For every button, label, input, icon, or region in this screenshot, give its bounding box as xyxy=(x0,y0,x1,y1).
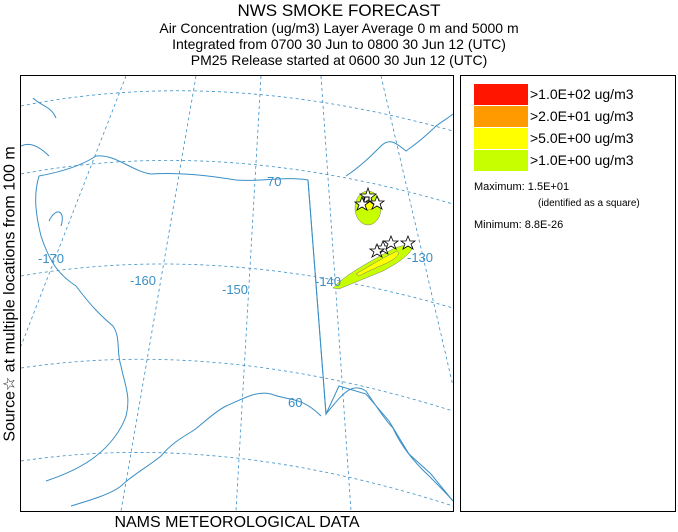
lat-label-70: 70 xyxy=(267,174,281,189)
lat-label-60: 60 xyxy=(288,395,302,410)
legend-swatch-orange xyxy=(474,106,528,127)
lat-line-55 xyxy=(21,452,453,507)
lon-label-170: -170 xyxy=(38,251,64,266)
side-label: Source☆ at multiple locations from 100 m xyxy=(0,75,20,512)
title-block: NWS SMOKE FORECAST Air Concentration (ug… xyxy=(0,0,678,68)
lon-label-150: -150 xyxy=(222,282,248,297)
legend-swatch-lime xyxy=(474,150,528,171)
lon-label-140: -140 xyxy=(315,274,341,289)
concentration-line: Air Concentration (ug/m3) Layer Average … xyxy=(159,20,519,36)
maximum-value: Maximum: 1.5E+01 xyxy=(474,181,570,193)
lon-line-140 xyxy=(320,76,352,511)
maximum-note: (identified as a square) xyxy=(538,198,640,209)
lon-label-160: -160 xyxy=(130,273,156,288)
release-line: PM25 Release started at 0600 30 Jun 12 (… xyxy=(190,52,488,68)
legend-item-5: >5.0E+00 ug/m3 xyxy=(474,128,664,149)
lon-line-160 xyxy=(120,76,197,511)
smoke-map: 70 60 -170 -160 -150 -140 -130 xyxy=(21,76,453,511)
integration-line: Integrated from 0700 30 Jun to 0800 30 J… xyxy=(172,36,506,52)
legend-swatch-yellow xyxy=(474,128,528,149)
minimum-value: Minimum: 8.8E-26 xyxy=(474,219,564,231)
legend-label: >1.0E+02 ug/m3 xyxy=(530,86,634,102)
lon-line-150 xyxy=(235,76,262,511)
footer-label: NAMS METEOROLOGICAL DATA xyxy=(114,514,360,531)
lon-line-130 xyxy=(380,76,453,387)
source-label: Source☆ at multiple locations from 100 m xyxy=(2,145,20,442)
alaska-coastline xyxy=(35,155,453,507)
legend-label: >1.0E+00 ug/m3 xyxy=(530,152,634,168)
legend-swatch-red xyxy=(474,84,528,105)
lat-line-75 xyxy=(21,90,453,132)
legend-label: >5.0E+00 ug/m3 xyxy=(530,130,634,146)
source-star xyxy=(358,186,378,206)
plume-south-inner xyxy=(355,250,399,277)
canada-border xyxy=(307,179,453,502)
lon-label-130: -130 xyxy=(407,250,433,265)
lat-line-60 xyxy=(21,358,453,412)
source-markers xyxy=(353,186,417,258)
legend-panel: >1.0E+02 ug/m3 >2.0E+01 ug/m3 >5.0E+00 u… xyxy=(460,75,676,512)
arctic-canada-coastline xyxy=(345,113,453,177)
legend-item-100: >1.0E+02 ug/m3 xyxy=(474,84,664,105)
map-panel: 70 60 -170 -160 -150 -140 -130 xyxy=(20,75,454,512)
legend-label: >2.0E+01 ug/m3 xyxy=(530,108,634,124)
legend-item-1: >1.0E+00 ug/m3 xyxy=(474,150,664,171)
forecast-title: NWS SMOKE FORECAST xyxy=(237,1,441,20)
lon-line-170 xyxy=(21,76,127,347)
chukotka-coastline xyxy=(21,97,63,227)
source-star xyxy=(382,234,400,250)
source-star xyxy=(368,194,386,210)
source-star xyxy=(399,234,417,250)
source-star xyxy=(368,242,386,258)
lat-line-65 xyxy=(21,263,453,309)
maximum-square xyxy=(363,196,370,203)
legend-item-20: >2.0E+01 ug/m3 xyxy=(474,106,664,127)
lat-line-70 xyxy=(21,159,453,205)
longitude-lines xyxy=(21,76,453,511)
